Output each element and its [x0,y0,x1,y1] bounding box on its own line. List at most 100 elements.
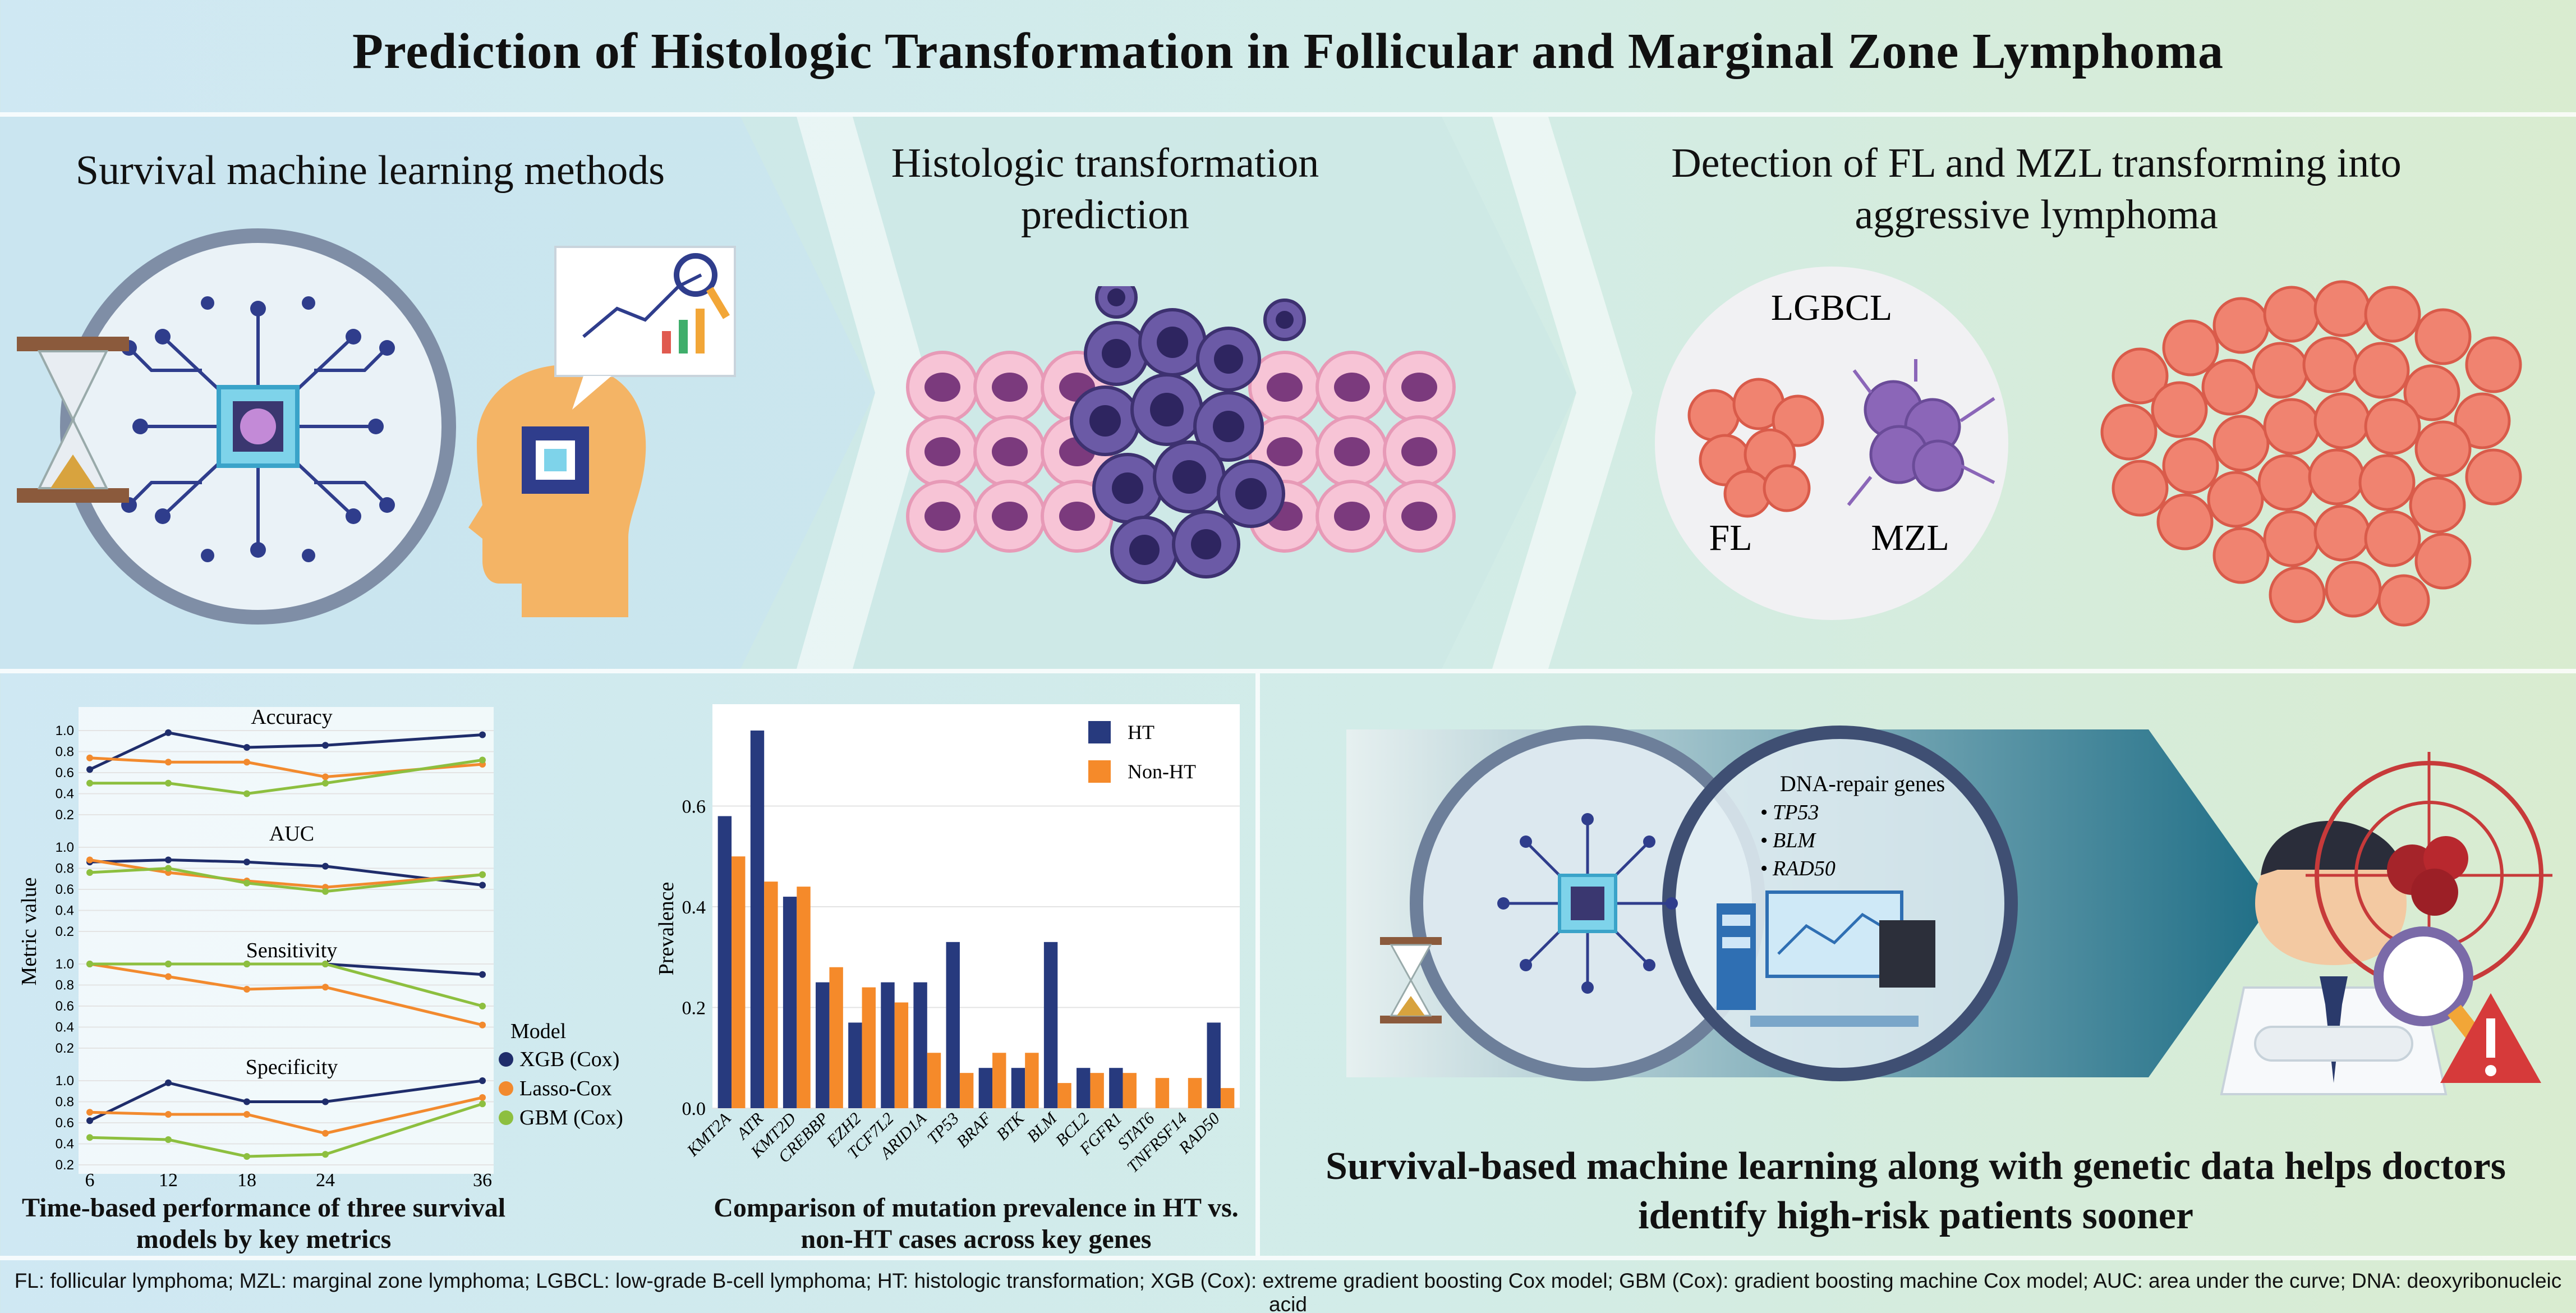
bar-non-ht [1123,1073,1137,1108]
y-tick-label: 0.4 [682,897,706,918]
bar-ht [816,982,830,1108]
panel-title-sensitivity: Sensitivity [246,939,338,962]
y-tick-label: 0.6 [56,882,74,897]
data-point [86,961,93,967]
data-point [165,865,172,872]
legend-label: Lasso-Cox [519,1077,612,1100]
bar-non-ht [1057,1083,1071,1108]
gene-blm: BLM [1773,829,1816,852]
y-tick-label: 0.2 [56,1158,74,1173]
bar-ht [848,1022,862,1108]
svg-text:•: • [1760,829,1768,852]
data-point [243,1153,250,1160]
detection-heading: Detection of FL and MZL transforming int… [1671,140,2402,238]
data-point [322,984,329,991]
legend-label: XGB (Cox) [519,1048,619,1071]
legend-title: Model [510,1020,566,1043]
cell-cluster-illustration [906,286,1456,584]
data-point [243,986,250,993]
data-point [86,1134,93,1141]
legend-marker [499,1110,513,1125]
data-point [165,1111,172,1118]
top-divider [0,112,2576,117]
data-point [479,871,486,878]
data-point [322,888,329,895]
legend-marker [1088,760,1111,783]
bar-non-ht [894,1002,909,1108]
x-tick-label: BRAF [953,1109,996,1151]
legend-marker [499,1081,513,1096]
data-point [479,971,486,978]
bar-non-ht [992,1053,1006,1108]
y-tick-label: 0.8 [56,978,74,993]
survival-ml-heading: Survival machine learning methods [75,148,665,194]
data-point [165,961,172,967]
y-tick-label: 0.8 [56,861,74,876]
bar-non-ht [927,1053,941,1108]
panel-title-specificity: Specificity [246,1055,338,1079]
y-axis-label: Metric value [17,877,41,985]
bar-ht [1109,1068,1123,1108]
bar-ht [881,982,895,1108]
dna-repair-heading: DNA-repair genes [1780,771,1945,796]
conclusion-text: Survival-based machine learning along wi… [1326,1145,2506,1237]
mutation-bar-chart: 0.00.20.40.6PrevalenceKMT2AATRKMT2DCREBB… [655,704,1240,1177]
y-tick-label: 0.2 [56,924,74,939]
y-tick-label: 0.4 [56,903,74,919]
plot-background [79,707,494,1174]
x-tick-label: 12 [159,1170,178,1190]
data-point [322,742,329,749]
mzl-label: MZL [1871,517,1949,558]
dna-repair-illustration: DNA-repair genes TP53 BLM RAD50 • • • [1346,726,2552,1095]
bar-ht [1011,1068,1025,1108]
x-tick-label: 6 [85,1170,95,1190]
bar-non-ht [829,967,843,1108]
data-point [86,754,93,761]
data-point [322,1151,329,1158]
data-point [479,756,486,764]
bar-ht [913,982,927,1108]
hourglass-icon [1380,937,1442,1023]
y-tick-label: 1.0 [56,1073,74,1089]
data-point [243,790,250,797]
y-tick-label: 1.0 [56,957,74,972]
warning-icon [2440,993,2541,1083]
footer-divider [0,1256,2576,1260]
bar-non-ht [862,987,876,1108]
data-point [86,1117,93,1124]
bar-ht [1043,942,1058,1108]
bar-non-ht [764,882,778,1108]
lab-workstation-icon [1717,890,1935,1027]
bar-ht [717,816,732,1108]
y-tick-label: 0.4 [56,1137,74,1152]
data-point [86,1109,93,1116]
data-point [322,1098,329,1105]
y-tick-label: 0.8 [56,745,74,760]
bar-ht [750,730,765,1108]
bar-chart-caption: Comparison of mutation prevalence in HT … [714,1193,1239,1254]
legend-label: GBM (Cox) [519,1106,623,1130]
line-chart-caption: Time-based performance of three survival… [21,1193,506,1254]
legend-marker [1088,721,1111,743]
bar-non-ht [1155,1078,1170,1108]
lgbcl-label: LGBCL [1771,287,1892,328]
y-tick-label: 0.2 [56,807,74,823]
bar-non-ht [1025,1053,1039,1108]
bar-non-ht [1220,1088,1235,1108]
data-point [86,766,93,773]
data-point [479,731,486,738]
y-tick-label: 0.2 [56,1041,74,1056]
data-point [165,973,172,980]
x-tick-label: 18 [237,1170,256,1190]
data-point [243,879,250,887]
data-point [243,1111,250,1118]
data-point [479,882,486,889]
y-tick-label: 0.2 [682,998,706,1019]
y-axis-label: Prevalence [655,882,678,976]
survival-ml-illustration [17,228,736,625]
legend-label: Non-HT [1128,760,1196,783]
data-point [243,744,250,751]
y-tick-label: 1.0 [56,840,74,855]
svg-text:•: • [1760,857,1768,880]
abbreviations-footnote: FL: follicular lymphoma; MZL: marginal z… [14,1269,2562,1313]
